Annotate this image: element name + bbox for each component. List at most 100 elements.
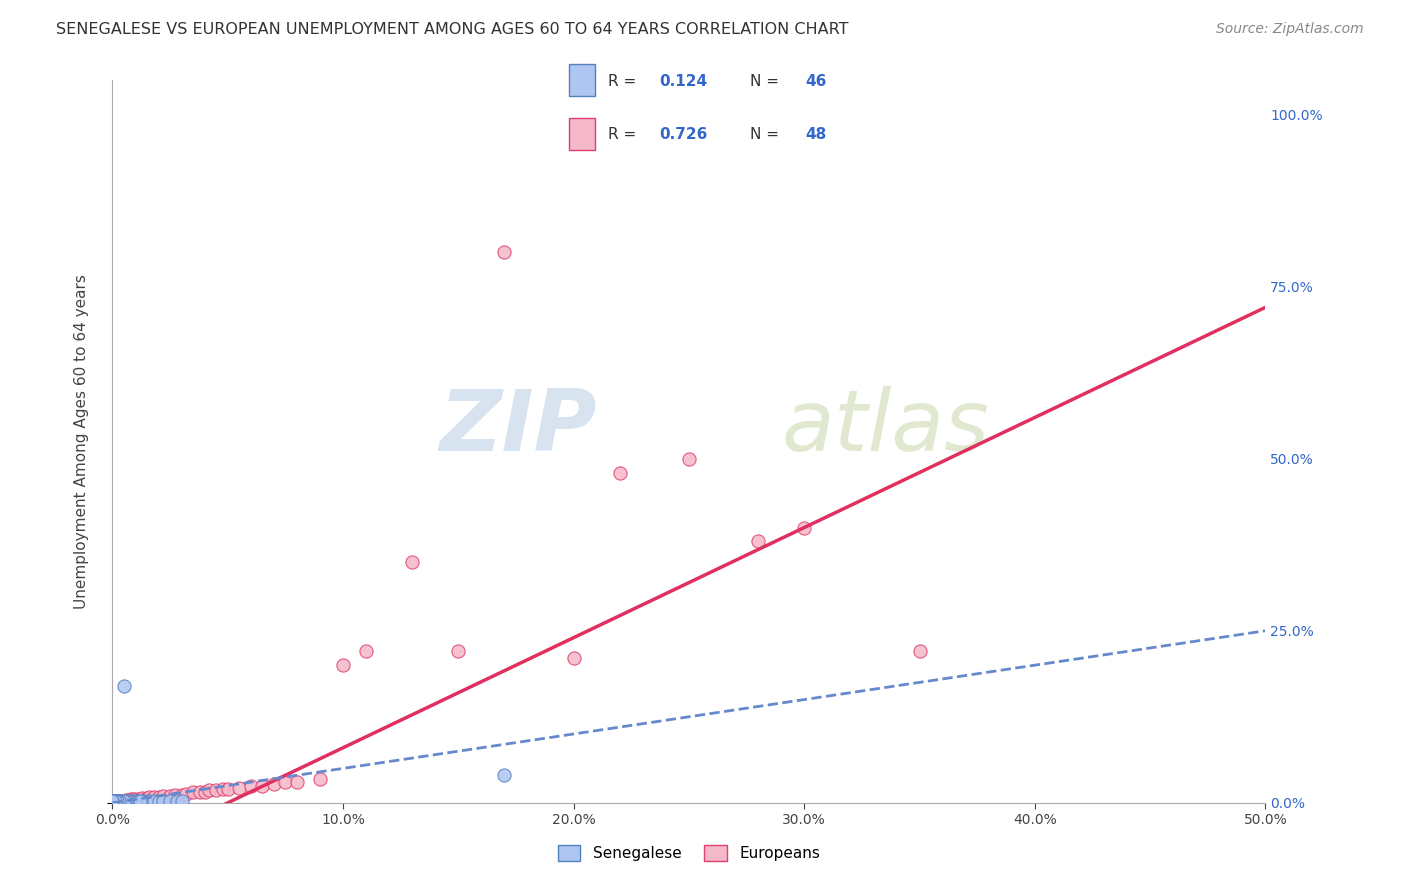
Point [170,794,193,808]
Point [205,783,228,797]
Point [332,658,354,673]
Point [101,796,124,810]
Y-axis label: Unemployment Among Ages 60 to 64 years: Unemployment Among Ages 60 to 64 years [75,274,89,609]
Point [124,794,146,808]
Point [111,795,134,809]
Text: atlas: atlas [782,385,990,468]
Point [120,795,142,809]
Point [174,787,197,801]
Text: N =: N = [749,128,783,143]
Point [252,779,274,793]
Point [108,795,131,809]
Point [747,534,769,549]
Text: ZIP: ZIP [439,385,596,468]
Point [309,772,332,786]
Point [104,794,127,808]
Point [793,520,815,534]
Point [101,794,124,808]
Point [198,783,221,797]
Point [124,795,146,809]
Point [117,793,139,807]
Point [112,794,135,808]
Point [105,794,128,808]
Point [108,794,131,808]
Point [131,791,153,805]
Point [129,791,152,805]
Point [152,789,174,803]
Point [138,794,160,808]
Point [101,794,124,808]
Point [105,794,128,808]
Point [148,794,170,808]
Text: Source: ZipAtlas.com: Source: ZipAtlas.com [1216,22,1364,37]
Point [138,790,160,805]
Point [609,466,631,480]
Point [117,794,139,808]
Point [494,768,516,782]
Point [115,795,138,809]
Point [124,791,146,805]
Point [101,796,124,810]
Point [163,788,186,802]
Text: 48: 48 [804,128,827,143]
Text: R =: R = [607,128,641,143]
Point [217,782,239,797]
Point [148,789,170,804]
Point [194,785,217,799]
Point [112,679,135,693]
Point [170,788,193,802]
Point [263,776,285,790]
Point [228,780,250,795]
Point [112,794,135,808]
Point [122,792,145,806]
Point [678,451,700,466]
Point [136,791,159,805]
Point [101,796,124,810]
Point [120,792,142,806]
Point [143,794,166,808]
Point [104,795,127,809]
Point [104,794,127,808]
Point [494,245,516,260]
Point [112,794,135,808]
Point [101,796,124,810]
Point [562,651,585,665]
Point [908,644,931,658]
Legend: Senegalese, Europeans: Senegalese, Europeans [551,839,827,867]
Point [131,794,153,808]
Point [159,789,181,803]
Point [166,794,188,808]
Point [188,785,211,799]
Point [112,795,135,809]
Point [108,794,131,808]
Text: 0.726: 0.726 [659,128,707,143]
Text: 46: 46 [804,74,827,89]
Point [274,775,297,789]
Point [101,795,124,809]
Point [105,795,128,809]
Bar [569,64,595,96]
Point [212,782,235,797]
Point [401,555,423,569]
Text: N =: N = [749,74,783,89]
Point [104,795,127,809]
Point [105,796,128,810]
Point [159,794,181,808]
Point [181,785,204,799]
Point [104,796,127,810]
Point [101,795,124,809]
Point [354,644,377,658]
Text: R =: R = [607,74,641,89]
Point [127,794,149,808]
Bar [569,118,595,150]
Point [101,794,124,808]
Point [111,794,134,808]
Point [129,795,152,809]
Text: 0.124: 0.124 [659,74,707,89]
Point [285,775,308,789]
Point [136,794,159,808]
Point [129,794,152,808]
Point [239,779,262,793]
Point [143,790,166,805]
Point [108,794,131,808]
